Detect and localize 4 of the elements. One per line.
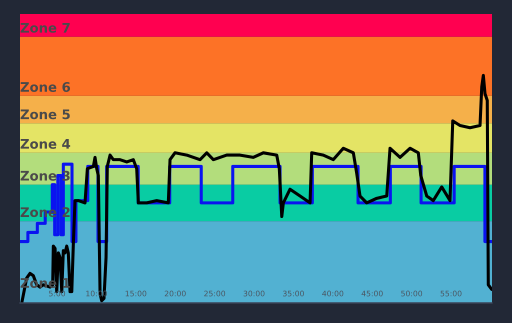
band-label: Zone 4 (20, 139, 70, 149)
band-label: Zone 5 (20, 109, 70, 120)
band-label: Zone 7 (20, 23, 70, 33)
band-label: Zone 6 (20, 82, 70, 92)
